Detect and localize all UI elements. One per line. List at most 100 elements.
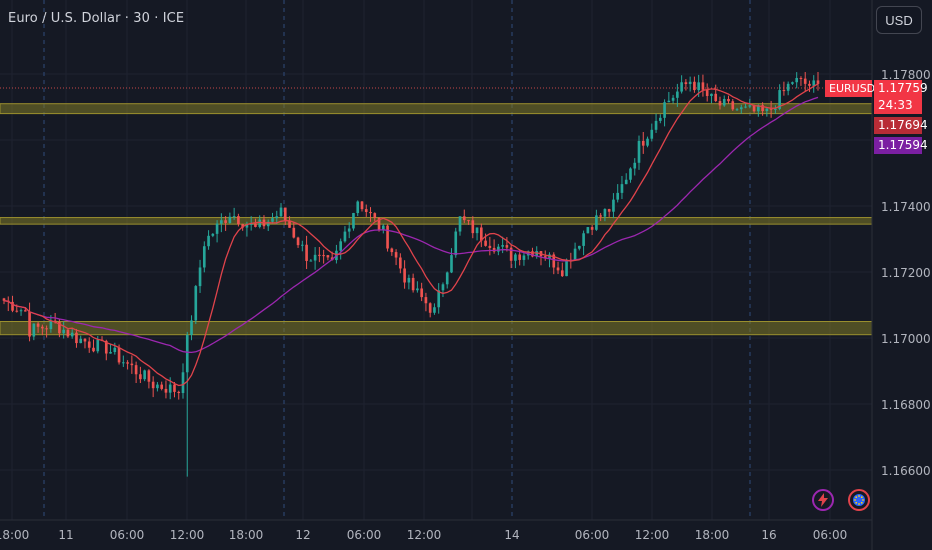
currency-button[interactable]: USD	[876, 6, 922, 34]
candle-body	[433, 307, 436, 313]
candle-body	[509, 247, 513, 261]
candle-body	[535, 251, 539, 257]
candle-body	[411, 277, 415, 291]
candle-body	[778, 90, 781, 109]
candle-body	[761, 105, 764, 112]
candle-body	[450, 255, 453, 273]
x-tick-label: 18:00	[228, 528, 264, 542]
candle-body	[808, 83, 811, 86]
candle-body	[66, 329, 70, 337]
candle-body	[381, 225, 385, 231]
y-tick-label: 1.17200	[881, 266, 931, 280]
candle-body	[28, 311, 31, 337]
candle-body	[241, 224, 244, 228]
candle-body	[237, 216, 240, 225]
candle-body	[326, 255, 330, 258]
candle-body	[151, 381, 155, 389]
candle-body	[663, 102, 666, 118]
candle-body	[458, 216, 462, 232]
candle-body	[279, 207, 283, 217]
candle-body	[194, 286, 198, 321]
candle-body	[232, 216, 236, 218]
candle-body	[462, 216, 466, 221]
candle-body	[207, 235, 210, 247]
x-tick-label: 12	[295, 528, 311, 542]
candle-body	[565, 259, 568, 277]
y-tick-label: 1.17400	[881, 200, 931, 214]
candle-body	[693, 81, 696, 91]
candle-body	[739, 107, 743, 110]
x-tick-label: 14	[504, 528, 520, 542]
x-tick-label: 06:00	[346, 528, 382, 542]
y-tick-label: 1.16600	[881, 464, 931, 478]
y-tick-label: 1.17000	[881, 332, 931, 346]
candle-body	[710, 93, 713, 97]
candle-body	[416, 288, 419, 291]
candle-body	[471, 220, 475, 234]
candle-body	[32, 323, 36, 337]
candle-body	[795, 77, 799, 83]
slow-moving-average	[3, 96, 819, 354]
horizontal-zone	[0, 217, 873, 225]
candle-body	[518, 254, 521, 260]
economic-events-button[interactable]	[848, 489, 870, 511]
x-tick-label: 16	[761, 528, 777, 542]
candle-body	[676, 91, 679, 98]
candle-body	[697, 82, 700, 91]
candle-body	[369, 211, 372, 214]
candle-body	[714, 93, 718, 102]
lightning-alert-icon	[818, 493, 828, 507]
candle-body	[620, 184, 624, 193]
candle-body	[799, 77, 803, 79]
candle-body	[467, 220, 470, 222]
candle-body	[705, 89, 709, 97]
candle-body	[650, 129, 654, 139]
candle-body	[309, 260, 313, 262]
candle-body	[79, 338, 83, 344]
candle-body	[654, 120, 658, 130]
candle-body	[399, 257, 402, 269]
candle-body	[288, 220, 291, 228]
candle-body	[190, 320, 193, 335]
candle-body	[377, 217, 381, 231]
candle-body	[313, 254, 317, 261]
candle-body	[356, 201, 360, 214]
candle-body	[117, 347, 121, 363]
y-tick-label: 1.16800	[881, 398, 931, 412]
candle-body	[177, 391, 181, 394]
candle-body	[143, 370, 146, 380]
symbol-title: Euro / U.S. Dollar · 30 · ICE	[8, 11, 185, 26]
candle-body	[160, 384, 164, 389]
candle-body	[578, 245, 581, 249]
candle-body	[322, 255, 325, 257]
x-tick-label: 12:00	[169, 528, 205, 542]
candle-body	[147, 370, 151, 382]
candle-body	[75, 332, 78, 344]
candle-body	[23, 310, 27, 312]
candle-body	[782, 90, 786, 92]
candle-body	[104, 340, 108, 354]
candle-body	[514, 254, 517, 261]
candle-body	[266, 221, 270, 227]
lightning-alert-button[interactable]	[812, 489, 834, 511]
x-tick-label: 12:00	[634, 528, 670, 542]
candle-body	[603, 209, 607, 217]
candle-body	[49, 320, 53, 330]
candle-body	[531, 251, 534, 257]
candle-body	[156, 384, 159, 389]
candle-body	[445, 272, 449, 285]
last-price-tag: 1.17759	[874, 80, 928, 97]
candle-body	[616, 192, 620, 200]
fast-moving-average	[3, 83, 819, 387]
candle-body	[774, 108, 777, 110]
candle-body	[215, 223, 219, 234]
candle-body	[786, 83, 790, 91]
candle-body	[224, 220, 227, 223]
candle-body	[36, 323, 40, 327]
candle-body	[684, 82, 688, 85]
candle-body	[641, 140, 645, 146]
candle-body	[582, 233, 585, 246]
candle-body	[637, 140, 641, 163]
